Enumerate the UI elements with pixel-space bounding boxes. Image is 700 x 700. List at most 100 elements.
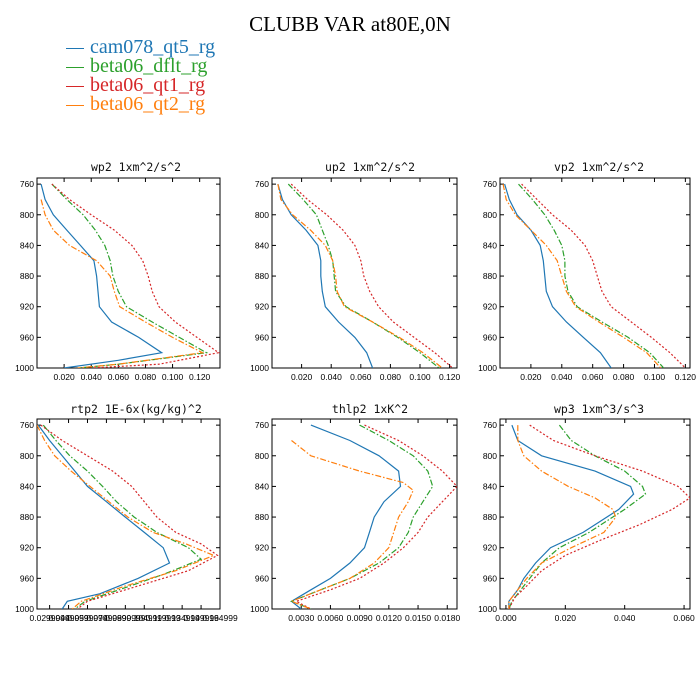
x-tick-label: 0.040 (321, 372, 343, 382)
panel-title-wp2: wp2 1xm^2/s^2 (90, 160, 181, 174)
x-tick-label: 0.020 (53, 372, 75, 382)
series-line-cam078_qt5_rg (504, 183, 612, 368)
y-tick-label: 800 (255, 451, 269, 461)
y-tick-label: 760 (255, 179, 269, 189)
panel-2: 760 800 840 880 920 960 1000 0.020 0.040 0.060 0.0… (478, 177, 697, 382)
series-line-beta06_qt2_rg (277, 183, 443, 368)
series-line-beta06_qt1_rg (521, 183, 686, 368)
figure-title: CLUBB VAR at80E,0N (249, 12, 451, 36)
x-tick-label: 0.100 (162, 372, 184, 382)
legend-item: beta06_qt1_rg (66, 75, 215, 95)
x-tick-label: 0.080 (135, 372, 157, 382)
y-tick-label: 920 (255, 543, 269, 553)
y-tick-label: 960 (483, 573, 497, 583)
series-line-cam078_qt5_rg (40, 183, 164, 368)
y-tick-label: 960 (20, 573, 34, 583)
x-tick-label: 0.040 (81, 372, 103, 382)
y-tick-label: 960 (483, 332, 497, 342)
x-tick-label: 0.120 (675, 372, 697, 382)
series-line-cam078_qt5_rg (37, 424, 171, 609)
y-tick-label: 840 (483, 240, 497, 250)
panel-3: 760 800 840 880 920 960 10000.02999990.0449999… (15, 418, 238, 623)
legend-swatch (66, 104, 84, 106)
series-line-beta06_qt1_rg (290, 183, 453, 368)
panel-title-rtp2: rtp2 1E-6x(kg/kg)^2 (70, 402, 202, 416)
plot-frame (36, 177, 221, 369)
series-line-beta06_qt2_rg (502, 183, 662, 368)
series-line-beta06_qt1_rg (294, 424, 457, 609)
y-tick-label: 880 (483, 271, 497, 281)
plot-frame (271, 418, 458, 610)
x-tick-label: 0.0090 (347, 613, 373, 623)
y-tick-label: 1000 (250, 604, 269, 614)
y-tick-label: 1000 (250, 363, 269, 373)
series-line-beta06_qt2_rg (289, 440, 414, 609)
x-tick-label: 0.0299999 (30, 613, 70, 623)
y-tick-label: 840 (20, 481, 34, 491)
x-tick-label: 0.060 (582, 372, 604, 382)
panel-1: 760 800 840 880 920 960 1000 0.020 0.040 0.060 0.0… (250, 177, 461, 382)
y-tick-label: 1000 (15, 363, 34, 373)
plot-frame (271, 177, 458, 369)
legend-label: beta06_qt2_rg (90, 93, 206, 115)
legend-item: beta06_qt2_rg (66, 93, 215, 115)
x-tick-label: 0.060 (673, 613, 695, 623)
y-tick-label: 1000 (478, 363, 497, 373)
legend-item: cam078_qt5_rg (66, 36, 216, 58)
y-tick-label: 840 (255, 240, 269, 250)
x-tick-label: 0.164999 (202, 613, 238, 623)
x-tick-label: 0.0749999 (86, 613, 126, 623)
y-tick-label: 920 (20, 543, 34, 553)
y-tick-label: 760 (483, 179, 497, 189)
x-tick-label: 0.020 (520, 372, 542, 382)
y-tick-label: 920 (483, 543, 497, 553)
x-tick-label: 0.040 (551, 372, 573, 382)
x-tick-label: 0.060 (350, 372, 372, 382)
y-tick-label: 880 (20, 512, 34, 522)
y-tick-label: 800 (483, 451, 497, 461)
y-tick-label: 880 (255, 271, 269, 281)
series-line-cam078_qt5_rg (277, 183, 374, 368)
series-line-cam078_qt5_rg (290, 424, 402, 609)
y-tick-label: 800 (20, 210, 34, 220)
legend: cam078_qt5_rg beta06_dflt_rg beta06_qt1_… (66, 36, 216, 115)
panel-4: 760 800 840 880 920 960 1000 0.0030 0.0060 0.0090… (250, 418, 461, 623)
plot-frame (36, 418, 221, 610)
series-line-beta06_dflt_rg (42, 424, 203, 609)
y-tick-label: 800 (483, 210, 497, 220)
x-tick-label: 0.080 (613, 372, 635, 382)
y-tick-label: 960 (20, 332, 34, 342)
legend-label: cam078_qt5_rg (90, 36, 216, 58)
y-tick-label: 1000 (15, 604, 34, 614)
y-tick-label: 800 (20, 451, 34, 461)
y-tick-label: 880 (483, 512, 497, 522)
series-line-beta06_qt2_rg (508, 425, 617, 609)
y-tick-label: 840 (483, 481, 497, 491)
series-line-beta06_dflt_rg (51, 183, 209, 368)
legend-label: beta06_dflt_rg (90, 55, 208, 77)
y-tick-label: 880 (255, 512, 269, 522)
series-line-beta06_dflt_rg (287, 183, 440, 368)
x-tick-label: 0.0030 (288, 613, 314, 623)
series-line-beta06_dflt_rg (508, 424, 647, 609)
legend-item: beta06_dflt_rg (66, 55, 215, 77)
x-tick-label: 0.000 (495, 613, 517, 623)
y-tick-label: 760 (20, 179, 34, 189)
panel-title-up2: up2 1xm^2/s^2 (324, 160, 415, 174)
panel-title-thlp2: thlp2 1xK^2 (331, 402, 409, 416)
x-tick-label: 0.120 (189, 372, 211, 382)
legend-swatch (66, 85, 84, 87)
y-tick-label: 960 (255, 573, 269, 583)
x-tick-label: 0.134999 (164, 613, 200, 623)
x-tick-label: 0.040 (614, 613, 636, 623)
panel-0: 760 800 840 880 920 960 1000 0.020 0.040 0.060 0.0… (15, 177, 221, 382)
x-tick-label: 0.0449999 (48, 613, 88, 623)
legend-swatch (66, 47, 84, 49)
x-tick-label: 0.0060 (317, 613, 343, 623)
series-line-beta06_qt1_rg (40, 424, 219, 609)
y-tick-label: 1000 (478, 604, 497, 614)
plot-frame (499, 418, 691, 610)
y-tick-label: 760 (483, 420, 497, 430)
